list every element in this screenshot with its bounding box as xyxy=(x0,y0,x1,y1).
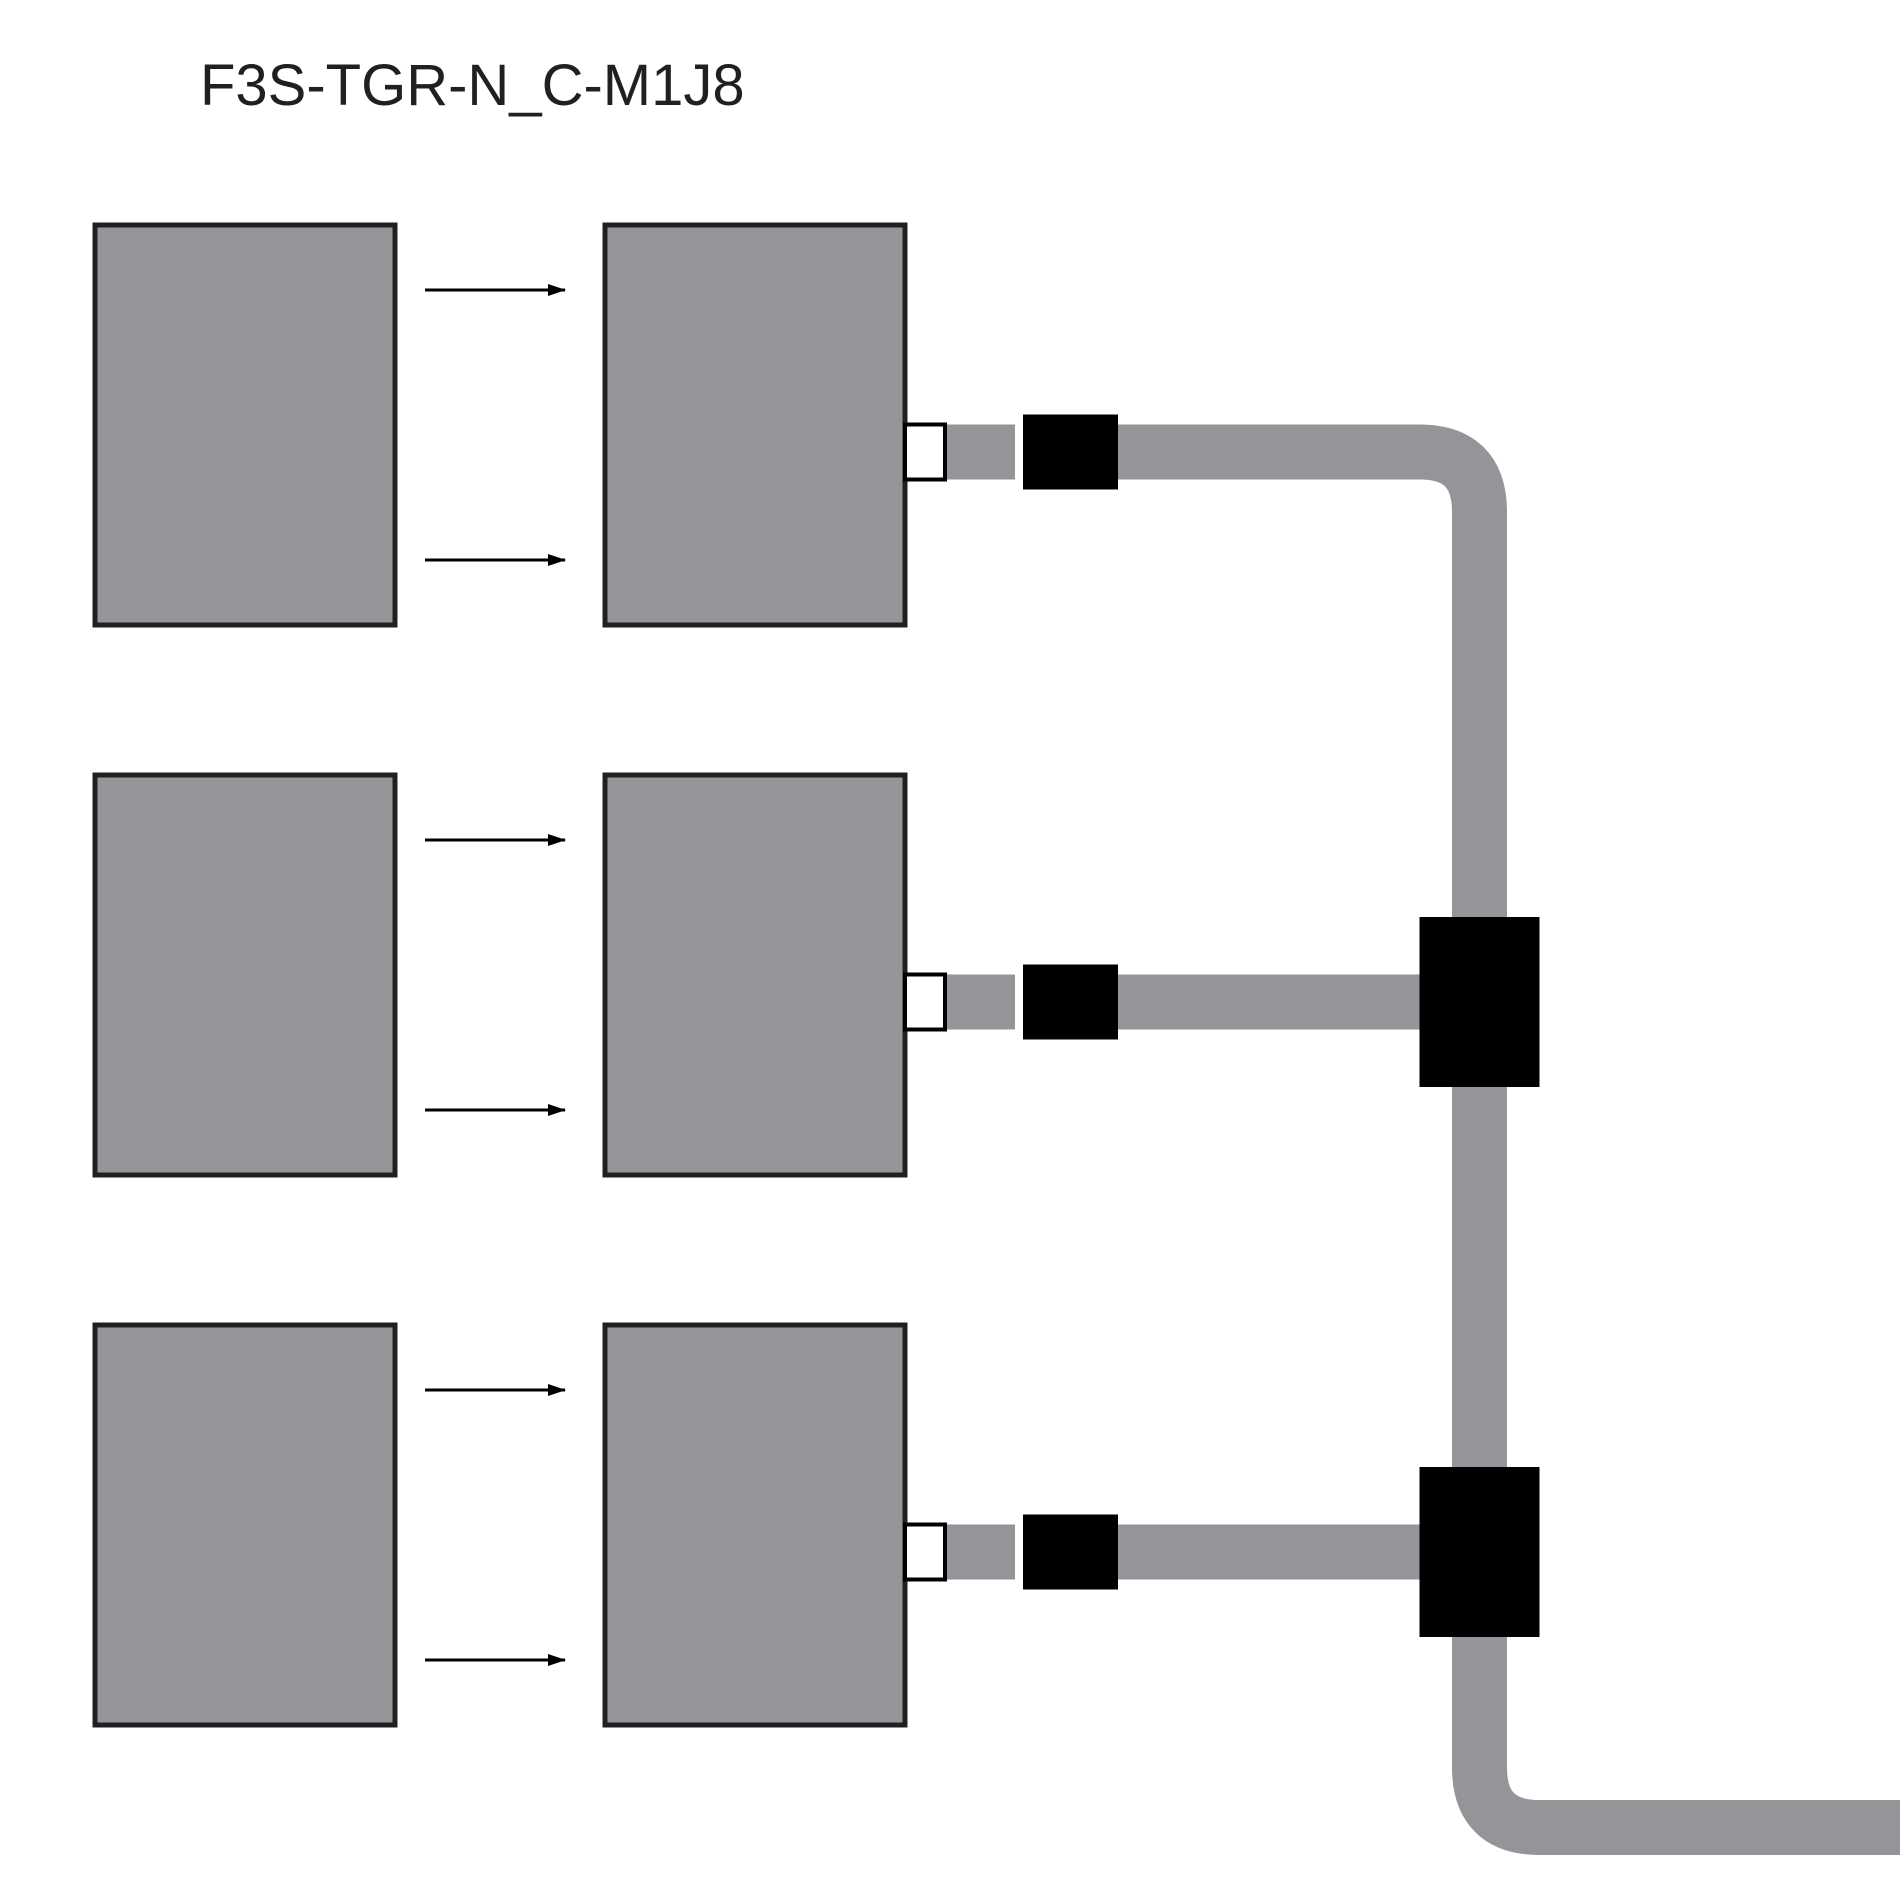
diagram-title: F3S-TGR-N_C-M1J8 xyxy=(200,53,745,118)
device-left-1 xyxy=(95,225,395,625)
device-left-2 xyxy=(95,775,395,1175)
stub-cable-1 xyxy=(945,425,1015,480)
t-junction-2 xyxy=(1420,917,1540,1087)
arrow-layer xyxy=(425,290,565,1660)
wiring-diagram: F3S-TGR-N_C-M1J8 xyxy=(0,0,1900,1900)
device-right-3 xyxy=(605,1325,905,1725)
inline-connector-2 xyxy=(1023,965,1118,1040)
t-junction-3 xyxy=(1420,1467,1540,1637)
inline-connector-3 xyxy=(1023,1515,1118,1590)
device-right-1 xyxy=(605,225,905,625)
inline-connector-1 xyxy=(1023,415,1118,490)
device-right-2 xyxy=(605,775,905,1175)
port-1 xyxy=(905,425,945,480)
device-left-3 xyxy=(95,1325,395,1725)
stub-cable-2 xyxy=(945,975,1015,1030)
port-layer xyxy=(905,425,945,1580)
device-box-layer xyxy=(95,225,905,1725)
port-2 xyxy=(905,975,945,1030)
port-3 xyxy=(905,1525,945,1580)
stub-cable-3 xyxy=(945,1525,1015,1580)
